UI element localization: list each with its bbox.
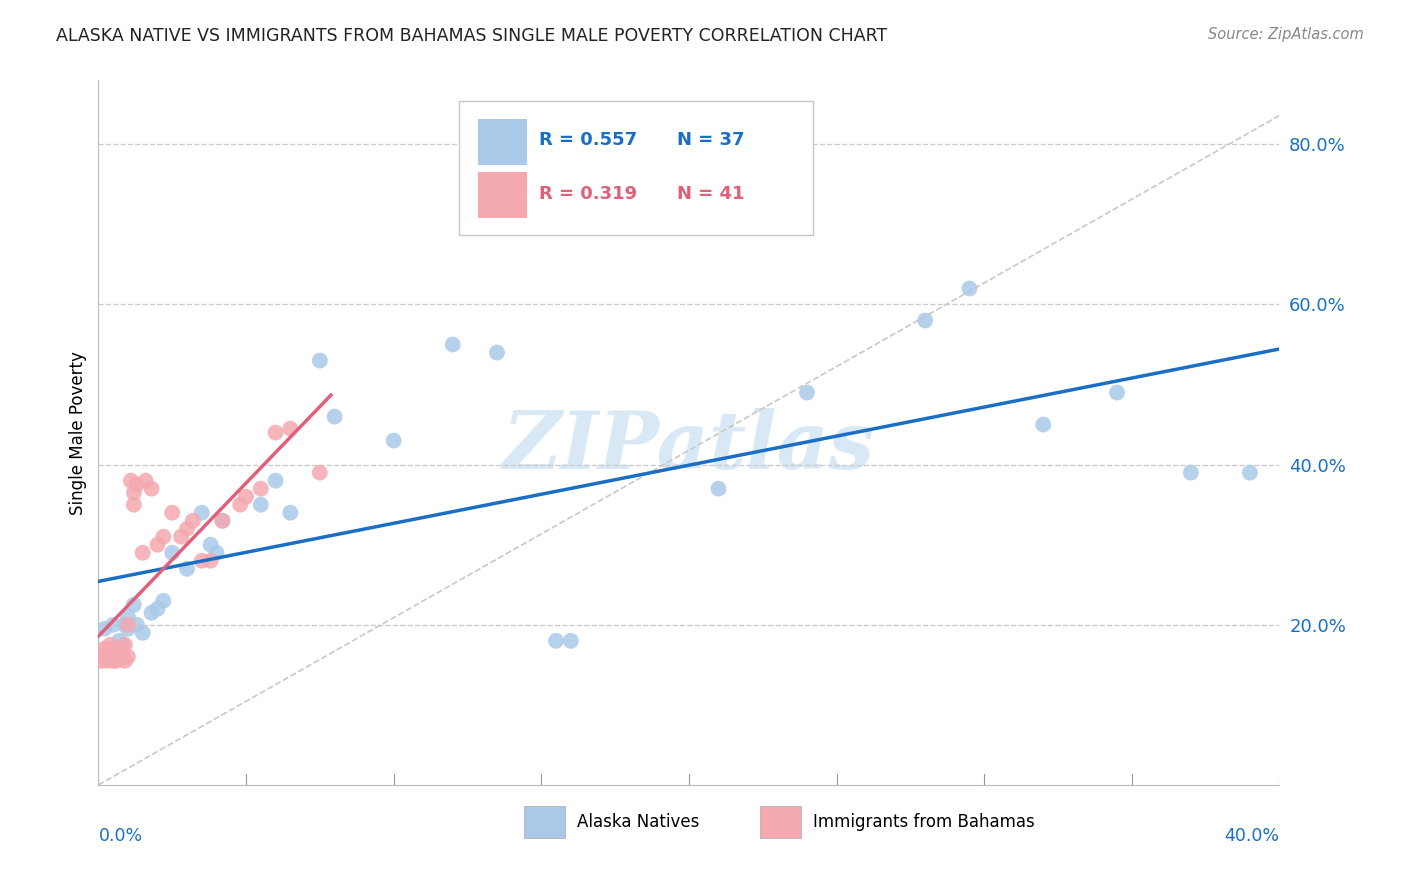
Point (200, 538, 222, 552)
Point (105, 654, 128, 668)
Point (152, 530, 174, 544)
Bar (478, 172, 527, 218)
Point (205, 546, 228, 560)
Point (250, 482, 273, 496)
Point (200, 554, 222, 568)
Point (132, 546, 155, 560)
Point (264, 474, 287, 488)
Point (103, 641, 125, 656)
Point (117, 622, 139, 636)
Point (93, 649, 115, 664)
Point (108, 646, 131, 660)
Point (959, 281, 981, 295)
Point (309, 353, 332, 368)
Point (796, 385, 818, 400)
Point (309, 466, 332, 480)
Point (280, 422, 302, 436)
Point (146, 538, 169, 552)
Point (1239, 466, 1261, 480)
Point (135, 474, 157, 488)
Text: Source: ZipAtlas.com: Source: ZipAtlas.com (1208, 27, 1364, 42)
Point (141, 606, 163, 620)
Point (125, 477, 148, 491)
Point (170, 530, 193, 544)
Point (114, 638, 136, 652)
Point (111, 638, 134, 652)
Point (250, 498, 273, 512)
Point (707, 482, 730, 496)
Bar (523, 806, 565, 838)
Point (125, 617, 148, 632)
Point (122, 498, 145, 512)
Point (323, 409, 346, 424)
Point (122, 485, 145, 500)
Point (117, 609, 139, 624)
Point (96, 646, 118, 660)
Point (382, 434, 405, 448)
Text: N = 41: N = 41 (678, 186, 745, 203)
Point (191, 554, 214, 568)
Point (152, 594, 174, 608)
Point (229, 498, 252, 512)
Point (546, 633, 568, 648)
Text: N = 37: N = 37 (678, 131, 745, 149)
Point (1107, 385, 1129, 400)
Point (122, 598, 145, 612)
Text: 40.0%: 40.0% (1225, 827, 1279, 846)
Point (211, 514, 233, 528)
Point (108, 633, 131, 648)
Point (560, 633, 582, 648)
Point (181, 514, 204, 528)
Point (103, 654, 125, 668)
Point (117, 617, 139, 632)
Point (105, 649, 128, 664)
Point (93, 622, 115, 636)
Bar (478, 119, 527, 165)
Point (98, 638, 121, 652)
Text: ZIPatlas: ZIPatlas (503, 408, 875, 485)
Point (111, 646, 134, 660)
Point (280, 506, 302, 520)
Point (264, 425, 287, 440)
Point (176, 522, 198, 536)
Text: R = 0.319: R = 0.319 (538, 186, 637, 203)
Point (114, 654, 136, 668)
Point (120, 474, 142, 488)
Bar (759, 806, 801, 838)
Point (235, 490, 257, 504)
Point (1032, 417, 1054, 432)
Y-axis label: Single Male Poverty: Single Male Poverty (69, 351, 87, 515)
Text: ALASKA NATIVE VS IMMIGRANTS FROM BAHAMAS SINGLE MALE POVERTY CORRELATION CHART: ALASKA NATIVE VS IMMIGRANTS FROM BAHAMAS… (56, 27, 887, 45)
FancyBboxPatch shape (458, 102, 813, 235)
Point (162, 506, 183, 520)
Point (162, 546, 183, 560)
Point (486, 345, 509, 359)
Point (132, 625, 155, 640)
Text: Immigrants from Bahamas: Immigrants from Bahamas (813, 814, 1035, 831)
Text: Alaska Natives: Alaska Natives (576, 814, 699, 831)
Point (114, 617, 136, 632)
Point (146, 601, 169, 615)
Point (141, 482, 163, 496)
Text: R = 0.557: R = 0.557 (538, 131, 637, 149)
Point (441, 337, 464, 351)
Point (914, 313, 936, 327)
Point (211, 514, 233, 528)
Point (1180, 466, 1202, 480)
Point (93, 641, 115, 656)
Point (108, 641, 131, 656)
Point (191, 506, 214, 520)
Point (176, 562, 198, 576)
Point (96, 654, 118, 668)
Text: 0.0%: 0.0% (98, 827, 142, 846)
Point (98, 649, 121, 664)
Point (103, 617, 125, 632)
Point (111, 649, 134, 664)
Point (90, 654, 112, 668)
Point (117, 649, 139, 664)
